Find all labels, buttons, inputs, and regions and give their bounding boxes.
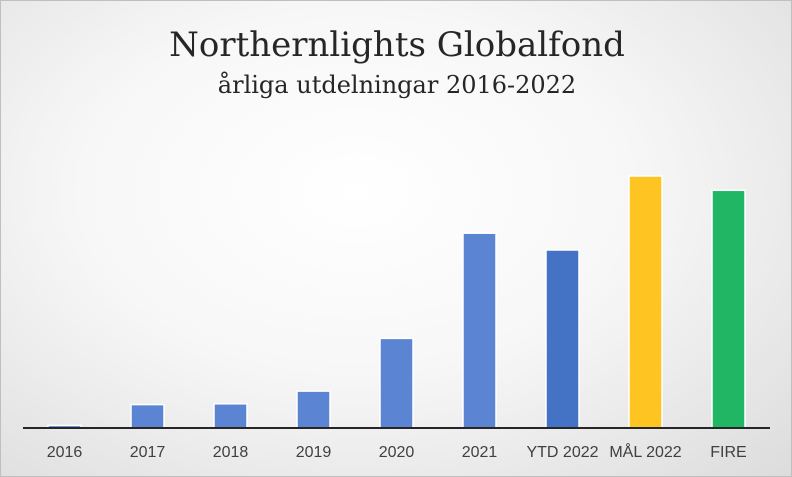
- x-tick-label: FIRE: [710, 444, 746, 461]
- chart-title: Northernlights Globalfond: [169, 25, 625, 65]
- bar-2018: [213, 403, 248, 429]
- bar-ytd-2022: [545, 249, 580, 429]
- bar-group: [47, 175, 746, 429]
- x-tick-label: 2017: [130, 444, 166, 461]
- bar-fire: [711, 189, 746, 429]
- x-tick-label: 2018: [213, 444, 249, 461]
- bar-2021: [462, 232, 497, 429]
- x-tick-label: MÅL 2022: [609, 442, 681, 461]
- bar-mål-2022: [628, 175, 663, 429]
- x-tick-label: YTD 2022: [526, 444, 598, 461]
- bar-2020: [379, 337, 414, 429]
- x-tick-label: 2021: [462, 444, 498, 461]
- bar-2019: [296, 390, 331, 429]
- x-tick-label: 2020: [379, 444, 415, 461]
- bar-2017: [130, 403, 165, 429]
- chart-subtitle: årliga utdelningar 2016-2022: [218, 70, 576, 99]
- x-tick-label: 2019: [296, 444, 332, 461]
- x-tick-labels: 2016 2017 2018 2019 2020 2021 YTD 2022 MÅL 2022…: [47, 442, 747, 461]
- x-tick-label: 2016: [47, 444, 83, 461]
